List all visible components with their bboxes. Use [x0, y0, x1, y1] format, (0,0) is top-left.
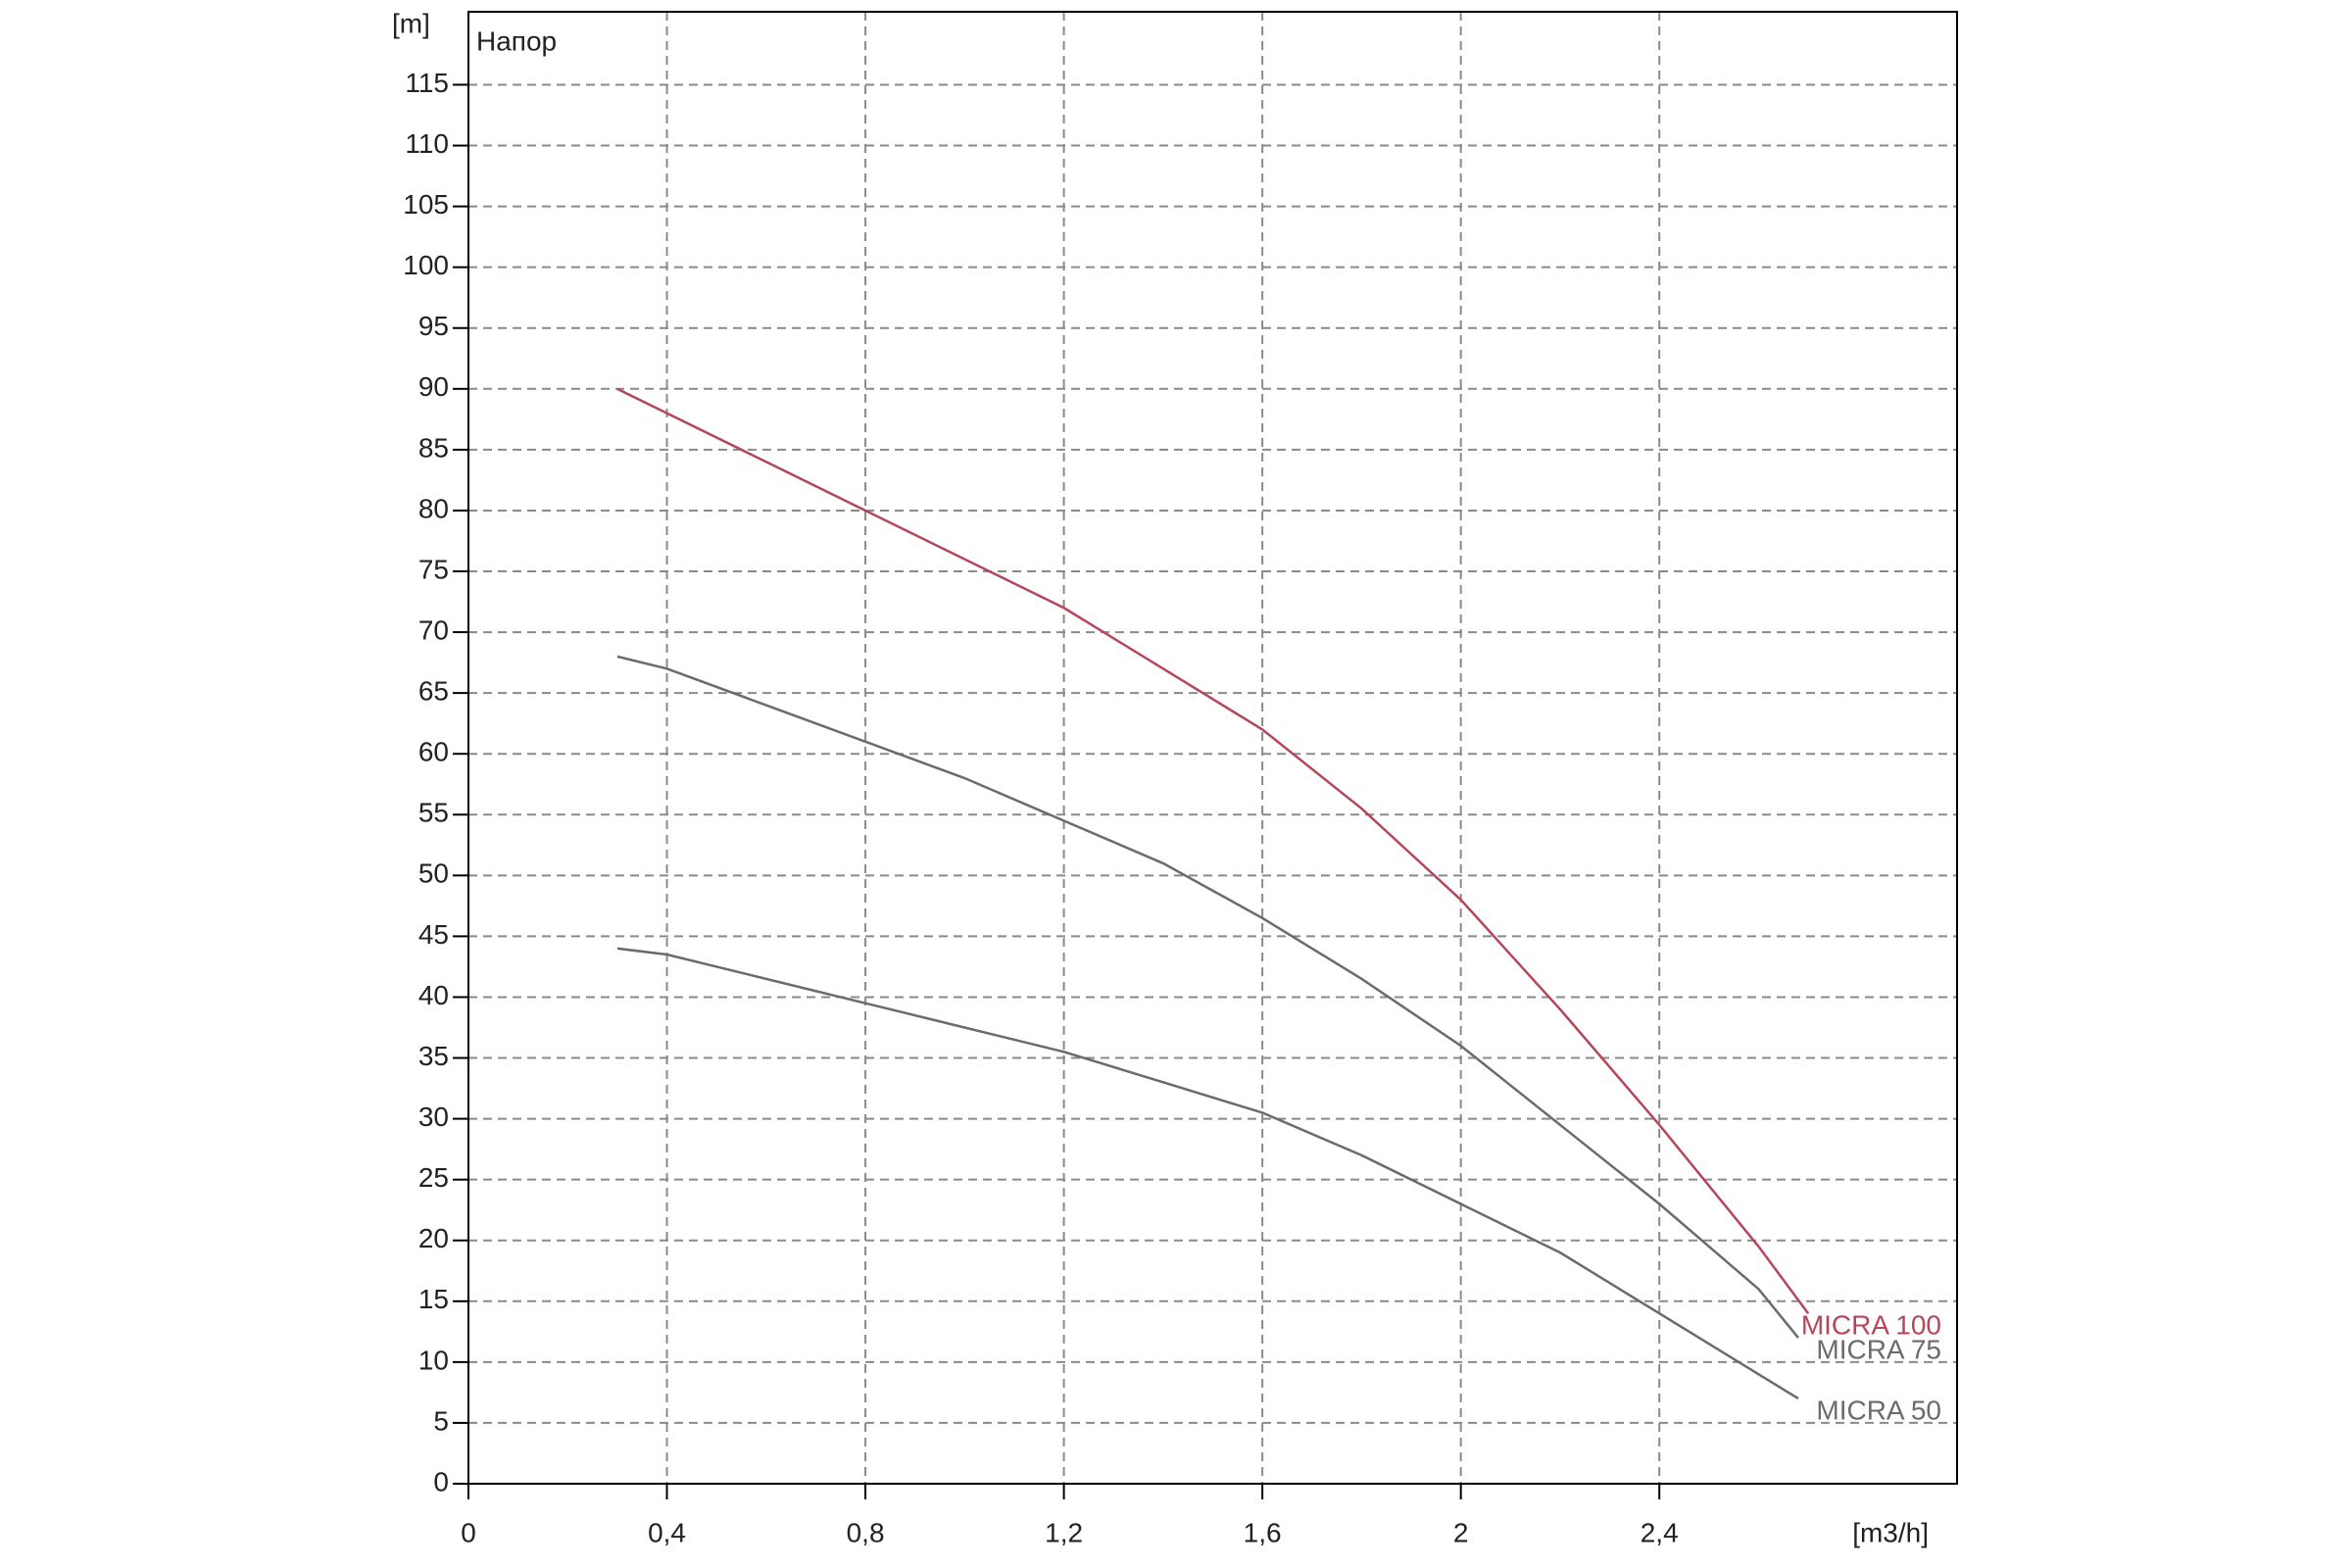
x-tick-label: 1,2 [1045, 1517, 1083, 1547]
series-line [616, 387, 1810, 1314]
x-axis-label: [m3/h] [1852, 1517, 1929, 1547]
y-tick-label: 35 [418, 1041, 449, 1071]
y-tick-label: 60 [418, 737, 449, 767]
y-tick-label: 100 [403, 250, 449, 280]
series-line [616, 947, 1799, 1400]
x-tick-label: 2,4 [1641, 1517, 1679, 1547]
y-tick-label: 40 [418, 980, 449, 1010]
y-tick-label: 50 [418, 858, 449, 889]
y-tick-label: 95 [418, 311, 449, 341]
y-tick-label: 65 [418, 676, 449, 707]
y-tick-label: 20 [418, 1223, 449, 1253]
y-tick-label: 5 [433, 1405, 449, 1436]
y-tick-label: 15 [418, 1284, 449, 1314]
y-tick-label: 75 [418, 554, 449, 584]
x-tick-label: 0,4 [648, 1517, 686, 1547]
x-tick-label: 0 [461, 1517, 476, 1547]
plot-frame [467, 11, 1958, 1485]
y-tick-label: 105 [403, 189, 449, 220]
y-axis-label: [m] [392, 8, 430, 38]
y-tick-label: 0 [433, 1466, 449, 1496]
y-tick-label: 55 [418, 798, 449, 828]
series-label: MICRA 100 [1801, 1310, 1941, 1341]
y-tick-label: 110 [405, 128, 449, 159]
y-tick-label: 70 [418, 614, 449, 645]
y-tick-label: 45 [418, 919, 449, 950]
y-tick-label: 115 [405, 68, 449, 98]
y-tick-label: 90 [418, 371, 449, 402]
x-tick-label: 1,6 [1244, 1517, 1282, 1547]
series-line [616, 655, 1799, 1339]
x-tick-label: 0,8 [847, 1517, 885, 1547]
y-tick-label: 10 [418, 1345, 449, 1375]
y-tick-label: 80 [418, 493, 449, 523]
y-tick-label: 85 [418, 432, 449, 463]
annotation: Напор [476, 25, 557, 56]
y-tick-label: 30 [418, 1102, 449, 1132]
series-label: MICRA 75 [1816, 1334, 1941, 1364]
x-tick-label: 2 [1453, 1517, 1469, 1547]
series-label: MICRA 50 [1816, 1395, 1941, 1425]
y-tick-label: 25 [418, 1162, 449, 1193]
